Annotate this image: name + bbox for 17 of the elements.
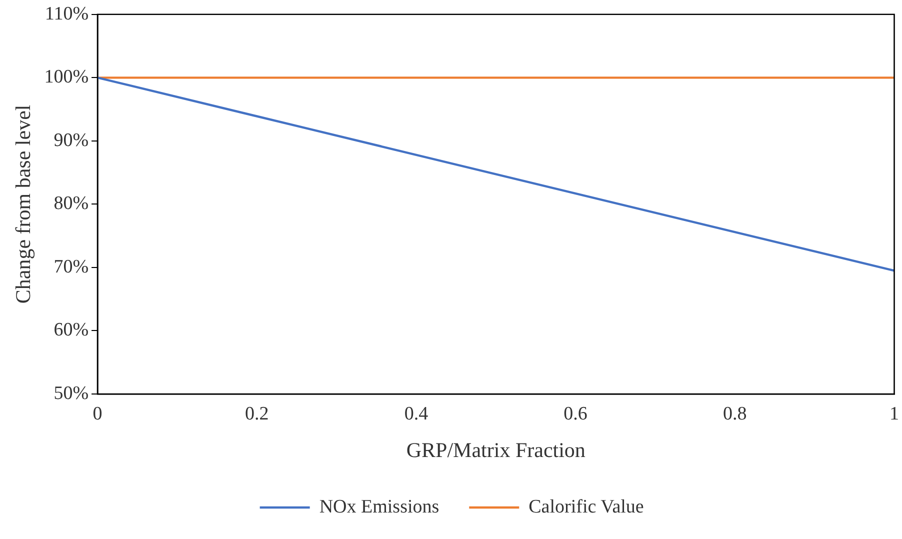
x-axis-title: GRP/Matrix Fraction	[406, 438, 586, 462]
x-tick-label: 0.2	[244, 403, 269, 424]
legend-label: Calorific Value	[528, 496, 644, 518]
y-tick-label: 110%	[44, 3, 89, 24]
x-tick-label: 0.4	[404, 403, 429, 424]
y-tick-label: 80%	[54, 193, 89, 214]
x-tick-label: 0.6	[564, 403, 588, 424]
y-tick-label: 70%	[54, 256, 89, 278]
y-tick-label: 90%	[54, 130, 89, 151]
y-axis-title: Change from base level	[11, 104, 36, 304]
x-tick-label: 0.8	[723, 403, 747, 424]
y-tick-label: 100%	[44, 66, 89, 88]
y-tick-label: 50%	[54, 382, 89, 404]
y-tick-label: 60%	[54, 320, 89, 341]
legend-label: NOx Emissions	[319, 496, 440, 518]
x-tick-label: 1	[890, 403, 899, 424]
x-tick-label: 0	[92, 403, 102, 424]
